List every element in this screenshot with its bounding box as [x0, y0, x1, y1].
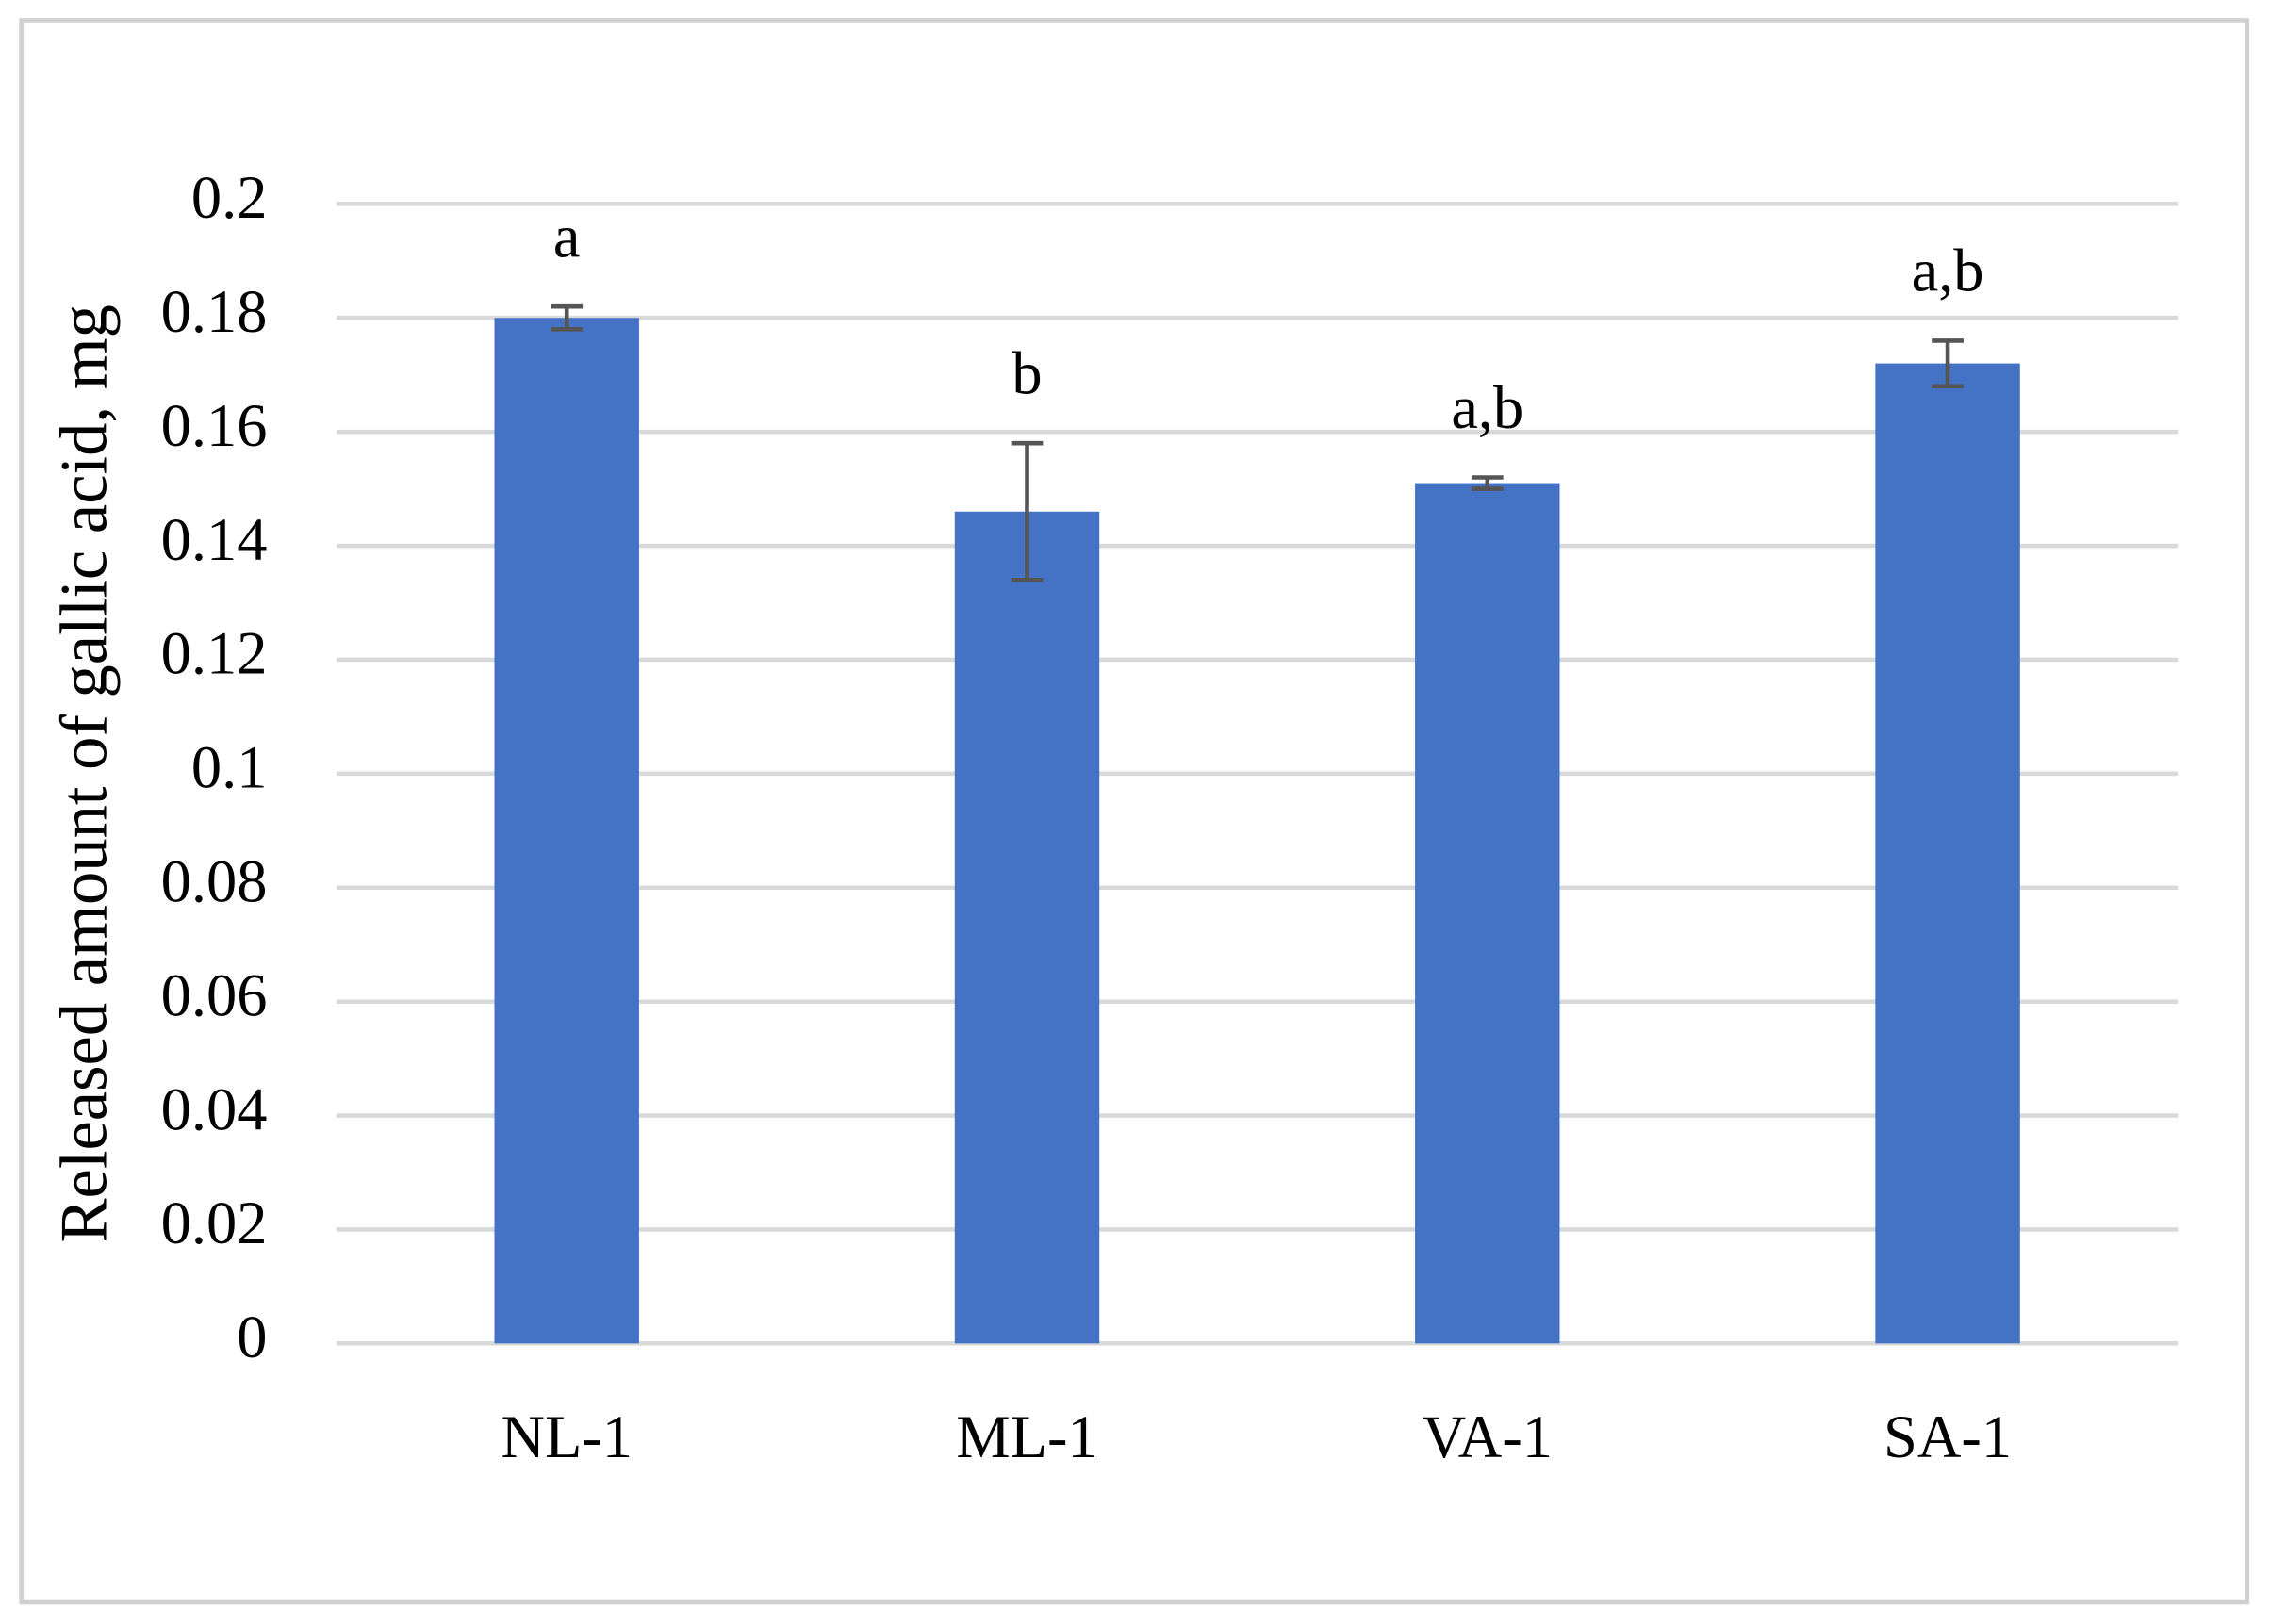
y-tick-label: 0.2 [191, 164, 268, 231]
y-tick-label: 0 [237, 1304, 267, 1370]
y-tick-label: 0.02 [161, 1189, 268, 1256]
significance-label: a [553, 203, 581, 270]
significance-label: a,b [1912, 238, 1984, 304]
y-tick-label: 0.14 [161, 506, 268, 573]
y-tick-label: 0.18 [161, 278, 268, 345]
error-bar [551, 303, 584, 332]
bar [954, 511, 1100, 1344]
error-bar [1011, 440, 1044, 582]
x-tick-label: SA-1 [1883, 1403, 2012, 1470]
bar [1875, 363, 2020, 1344]
y-tick-label: 0.06 [161, 961, 268, 1028]
y-tick-label: 0.04 [161, 1075, 268, 1142]
error-bar [1932, 338, 1964, 389]
bar [1415, 483, 1560, 1344]
x-tick-label: NL-1 [501, 1403, 633, 1470]
error-bar [1471, 475, 1504, 491]
x-tick-label: ML-1 [956, 1403, 1097, 1470]
y-tick-label: 0.16 [161, 392, 268, 459]
y-tick-label: 0.08 [161, 848, 268, 915]
y-tick-label: 0.12 [161, 620, 268, 687]
y-tick-label: 0.1 [191, 734, 268, 801]
significance-label: b [1012, 339, 1042, 406]
bar [494, 318, 639, 1344]
y-axis-title: Released amount of gallic acid, mg [47, 304, 121, 1242]
x-tick-label: VA-1 [1423, 1403, 1553, 1470]
significance-label: a,b [1451, 374, 1523, 441]
